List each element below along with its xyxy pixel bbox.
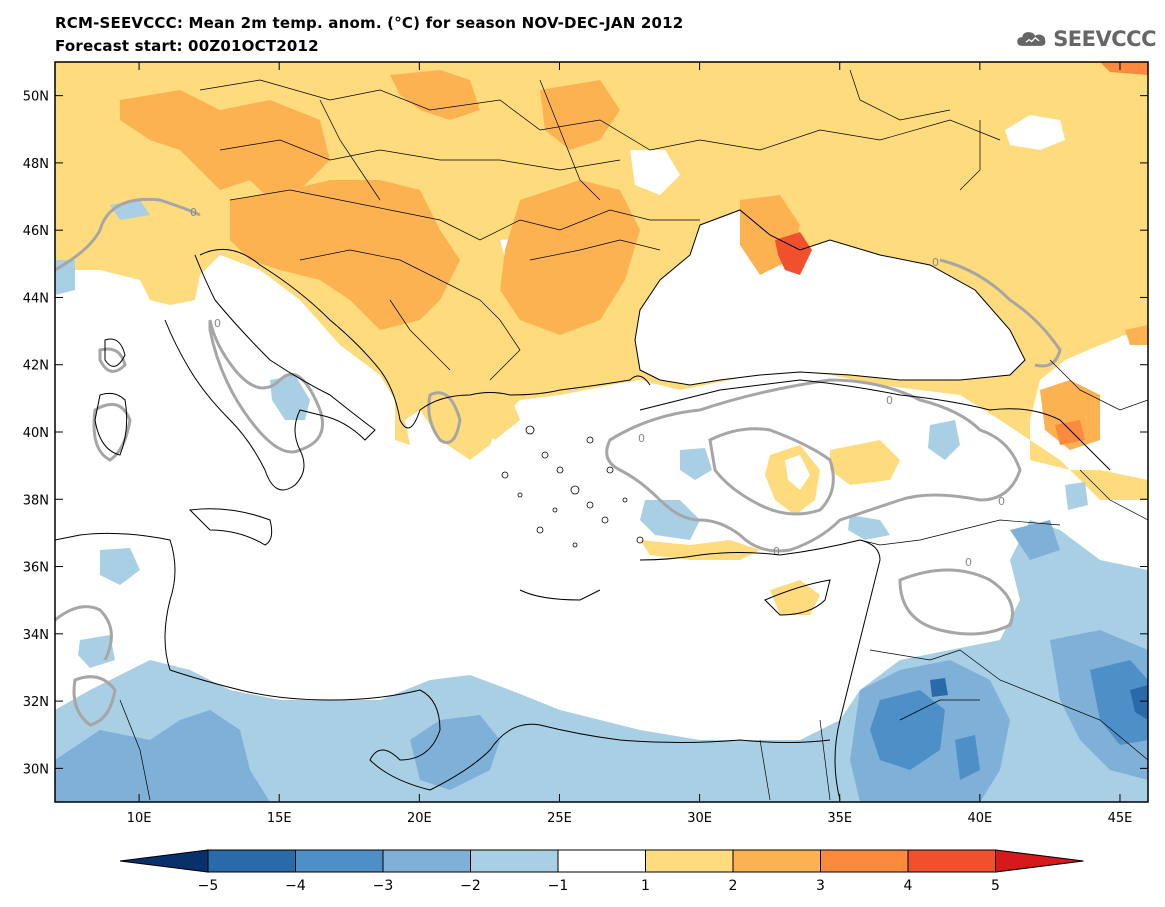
lat-tick-label: 48N [23,157,49,172]
lat-tick-label: 50N [23,90,49,105]
colorbar-label: 5 [991,878,1000,894]
colorbar-swatch [470,849,559,873]
aegean-islands [501,425,644,548]
lat-tick-label: 42N [23,359,49,374]
colorbar-label: −2 [460,878,481,894]
colorbar-label: −3 [373,878,394,894]
lon-tick-label: 20E [407,811,432,826]
colorbar-label: −4 [285,878,306,894]
longitude-axis: 10E 15E 20E 25E 30E 35E 40E 45E [127,62,1133,826]
forecast-start-subtitle: Forecast start: 00Z01OCT2012 [55,37,319,55]
colorbar-min-arrow [119,849,209,873]
colorbar-swatch [295,849,384,873]
colorbar-swatch [820,849,909,873]
colorbar-max-arrow [995,849,1084,873]
logo-text: SEEVCCC [1053,27,1156,51]
map-title: RCM-SEEVCCC: Mean 2m temp. anom. (°C) fo… [55,14,684,32]
lon-tick-label: 15E [267,811,292,826]
map-plot-area: 0 0 0 0 0 0 0 0 [55,62,1148,802]
lat-tick-label: 40N [23,426,49,441]
svg-text:0: 0 [190,206,197,219]
colorbar-label: 1 [641,878,650,894]
black-sea [635,210,1025,385]
colorbar-label: −1 [548,878,569,894]
colorbar-swatch [557,849,646,873]
coastlines [55,209,1111,801]
lat-tick-label: 30N [23,762,49,777]
country-borders [119,69,1148,801]
colorbar-label: −5 [198,878,219,894]
lon-tick-label: 45E [1108,811,1133,826]
colorbar-label: 3 [816,878,825,894]
seevccc-logo: SEEVCCC [1016,22,1156,56]
cloud-icon [1017,32,1046,46]
colorbar-swatch [207,849,296,873]
colorbar-swatch [732,849,821,873]
colorbar-swatch [907,849,996,873]
svg-text:0: 0 [638,432,645,445]
lat-tick-label: 46N [23,224,49,239]
colorbar-swatch [645,849,734,873]
lon-tick-label: 30E [687,811,712,826]
colorbar-label: 4 [904,878,913,894]
svg-text:0: 0 [932,256,939,269]
svg-text:0: 0 [773,545,780,558]
lon-tick-label: 10E [127,811,152,826]
svg-text:0: 0 [998,495,1005,508]
colorbar-swatch [382,849,471,873]
svg-text:0: 0 [886,394,893,407]
svg-text:0: 0 [214,317,221,330]
lat-tick-label: 34N [23,628,49,643]
latitude-axis: 30N 32N 34N 36N 38N 40N 42N 44N 46N 48N 50N [23,90,1148,777]
colorbar-legend: −5 −4 −3 −2 −1 1 2 3 4 5 [119,849,1084,894]
zero-contours [55,197,1062,727]
lon-tick-label: 25E [547,811,572,826]
contour-labels: 0 0 0 0 0 0 0 0 [190,206,1005,569]
lat-tick-label: 38N [23,493,49,508]
svg-text:0: 0 [965,556,972,569]
lat-tick-label: 44N [23,291,49,306]
lon-tick-label: 35E [827,811,852,826]
lat-tick-label: 32N [23,695,49,710]
lon-tick-label: 40E [967,811,992,826]
lat-tick-label: 36N [23,561,49,576]
colorbar-label: 2 [729,878,738,894]
strong-warm-anomaly-crimea [775,232,812,275]
